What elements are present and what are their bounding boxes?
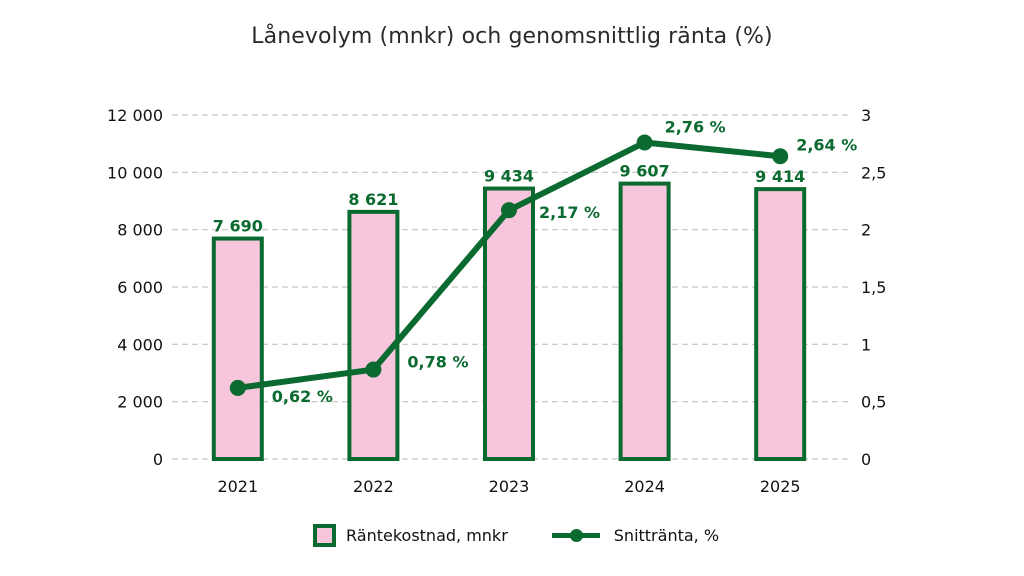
right-y-axis: 0 0,5 1 1,5 2 2,5 3 [861,106,886,469]
left-axis-tick-label: 10 000 [107,163,163,182]
bar-value-label: 9 414 [755,167,805,186]
left-y-axis: 0 2 000 4 000 6 000 8 000 10 000 12 000 [107,106,163,469]
left-axis-tick-label: 2 000 [117,393,163,412]
x-axis-tick-label: 2023 [489,477,530,496]
bar-value-label: 9 607 [620,162,670,181]
bar-2023 [483,186,535,462]
legend: Räntekostnad, mnkr Snittränta, % [313,524,719,547]
bar-2021 [211,236,264,461]
line-series: 0,62 % 0,78 % 2,17 % 2,76 % 2,64 % [229,118,857,406]
bar-series: 7 690 8 621 9 434 9 607 9 414 [211,162,807,462]
bar-2022 [347,209,400,461]
left-axis-tick-label: 6 000 [117,278,163,297]
right-axis-tick-label: 1 [861,335,871,354]
bar-2025 [754,187,807,462]
right-axis-tick-label: 0,5 [861,393,886,412]
right-axis-tick-label: 2,5 [861,163,886,182]
bar-swatch-icon [313,524,336,547]
x-axis: 2021 2022 2023 2024 2025 [217,477,800,496]
rate-value-label: 0,62 % [272,387,333,406]
x-axis-tick-label: 2025 [760,477,801,496]
line-marker-icon [551,529,600,542]
chart-title: Lånevolym (mnkr) och genomsnittlig ränta… [251,24,773,49]
rate-value-label: 0,78 % [407,353,468,372]
rate-point-2022 [365,361,382,378]
legend-line-label: Snittränta, % [613,526,720,545]
left-axis-tick-label: 8 000 [117,221,163,240]
left-axis-tick-label: 0 [153,450,163,469]
legend-bar-label: Räntekostnad, mnkr [346,526,508,545]
rate-point-2025 [772,148,789,165]
rate-point-2024 [636,134,653,151]
right-axis-tick-label: 1,5 [861,278,886,297]
rate-value-label: 2,76 % [665,118,726,137]
rate-point-2023 [501,202,517,219]
right-axis-tick-label: 2 [861,221,871,240]
bar-value-label: 8 621 [348,190,398,209]
gridlines [172,114,850,460]
bar-2024 [618,181,671,461]
legend-item-bar: Räntekostnad, mnkr [313,524,508,547]
x-axis-tick-label: 2022 [353,477,394,496]
left-axis-tick-label: 4 000 [117,335,163,354]
rate-value-label: 2,17 % [539,203,600,222]
legend-item-line: Snittränta, % [508,526,719,545]
right-axis-tick-label: 0 [861,450,871,469]
x-axis-tick-label: 2021 [217,477,258,496]
right-axis-tick-label: 3 [861,106,871,125]
rate-point-2021 [229,379,246,396]
bar-value-label: 9 434 [484,167,534,186]
left-axis-tick-label: 12 000 [107,106,163,125]
bar-value-label: 7 690 [213,217,263,236]
x-axis-tick-label: 2024 [624,477,665,496]
rate-value-label: 2,64 % [796,135,857,154]
